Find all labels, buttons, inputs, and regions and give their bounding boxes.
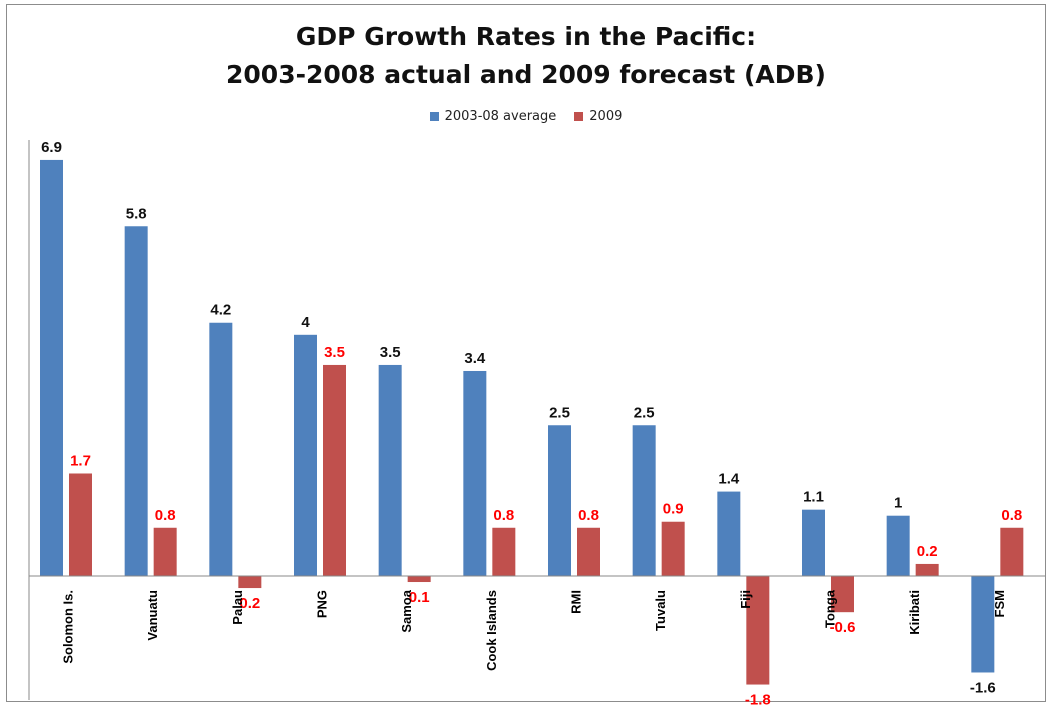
data-label-series-2-11: 0.8 <box>1001 507 1022 524</box>
data-label-series-1-9: 1.1 <box>803 489 824 506</box>
chart-title-line-1: GDP Growth Rates in the Pacific: <box>295 22 757 51</box>
bar-series-2-5 <box>492 527 516 576</box>
data-label-series-1-6: 2.5 <box>549 404 570 421</box>
x-tick-label-7: Tuvalu <box>653 590 668 631</box>
data-label-series-1-0: 6.9 <box>41 139 62 156</box>
bar-series-1-11 <box>971 576 995 673</box>
legend-item-series-1: 2003-08 average <box>429 109 557 124</box>
legend-swatch-series-2 <box>574 112 584 121</box>
x-tick-label-3: PNG <box>314 590 329 618</box>
data-label-series-2-7: 0.9 <box>663 501 684 518</box>
legend-label-series-1: 2003-08 average <box>444 109 557 124</box>
bar-series-2-3 <box>323 364 346 576</box>
bar-series-1-5 <box>463 370 487 576</box>
bar-series-2-0 <box>69 473 92 576</box>
x-tick-label-9: Tonga <box>822 589 837 628</box>
bar-series-2-6 <box>577 527 600 576</box>
bar-series-1-10 <box>886 515 910 576</box>
data-label-series-1-3: 4 <box>301 314 310 331</box>
bar-series-2-2 <box>238 576 262 589</box>
bar-series-2-1 <box>153 527 177 576</box>
bar-series-1-1 <box>124 226 148 576</box>
data-label-series-2-9: -0.6 <box>830 619 856 636</box>
bar-series-1-6 <box>548 425 571 576</box>
bar-series-1-0 <box>40 159 63 576</box>
data-label-series-1-4: 3.5 <box>380 344 401 361</box>
bar-series-2-11 <box>1000 527 1024 576</box>
data-label-series-2-10: 0.2 <box>917 543 938 560</box>
bar-series-2-9 <box>831 576 854 613</box>
bar-series-1-4 <box>378 364 402 576</box>
data-label-series-1-7: 2.5 <box>634 404 655 421</box>
data-label-series-2-3: 3.5 <box>324 344 345 361</box>
data-label-series-1-2: 4.2 <box>210 302 231 319</box>
chart-legend: 2003-08 average 2009 <box>0 109 1052 124</box>
data-label-series-1-5: 3.4 <box>464 350 486 367</box>
legend-item-series-2: 2009 <box>574 109 622 124</box>
bar-series-2-8 <box>746 576 770 685</box>
bar-series-1-2 <box>209 322 233 576</box>
data-label-series-2-2: 0.2 <box>239 595 260 612</box>
legend-swatch-series-1 <box>429 112 439 121</box>
data-label-series-1-11: -1.6 <box>970 679 996 696</box>
data-label-series-2-4: 0.1 <box>409 589 430 606</box>
legend-label-series-2: 2009 <box>589 109 623 124</box>
x-tick-label-2: Palau <box>230 590 245 625</box>
bar-series-1-9 <box>802 509 825 576</box>
data-label-series-2-1: 0.8 <box>155 507 176 524</box>
data-label-series-1-10: 1 <box>894 495 902 512</box>
x-tick-label-0: Solomon Is. <box>60 590 75 664</box>
x-tick-label-11: FSM <box>992 590 1007 617</box>
x-tick-label-5: Cook Islands <box>484 590 499 671</box>
chart-title: GDP Growth Rates in the Pacific: 2003-20… <box>0 18 1052 94</box>
bar-series-1-7 <box>632 425 656 576</box>
chart-frame <box>6 4 1046 702</box>
bar-series-1-3 <box>294 334 317 576</box>
x-tick-label-1: Vanuatu <box>145 590 160 641</box>
data-label-series-1-8: 1.4 <box>718 471 740 488</box>
bar-series-2-10 <box>915 563 939 576</box>
data-label-series-2-5: 0.8 <box>493 507 514 524</box>
x-tick-label-6: RMI <box>568 590 583 614</box>
data-label-series-1-1: 5.8 <box>126 205 147 222</box>
chart-title-line-2: 2003-2008 actual and 2009 forecast (ADB) <box>226 60 826 89</box>
data-label-series-2-0: 1.7 <box>70 452 91 469</box>
bar-series-2-4 <box>407 576 431 583</box>
bar-series-1-8 <box>717 491 741 576</box>
data-label-series-2-6: 0.8 <box>578 507 599 524</box>
data-label-series-2-8: -1.8 <box>745 692 771 706</box>
x-tick-label-4: Samoa <box>399 589 414 632</box>
x-tick-label-8: Fiji <box>738 590 753 609</box>
x-tick-label-10: Kiribati <box>907 590 922 635</box>
bar-series-2-7 <box>661 521 685 576</box>
